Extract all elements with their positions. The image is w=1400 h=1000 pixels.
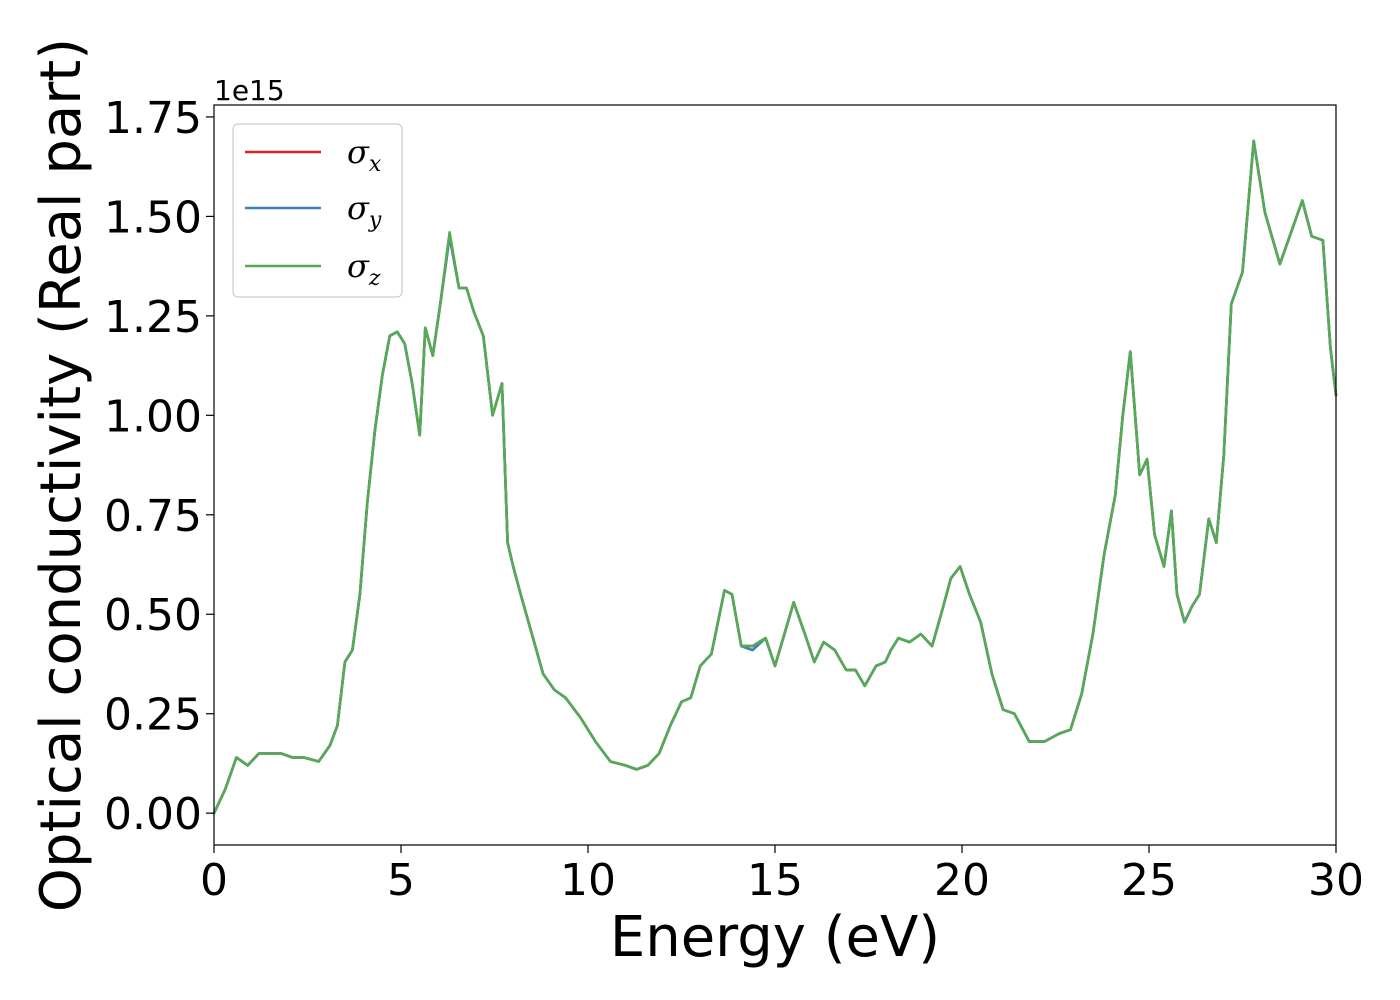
y-tick-label: 0.75 bbox=[104, 491, 202, 542]
x-axis: 0 5 10 15 20 25 30 bbox=[200, 845, 1364, 906]
y-tick-label: 1.00 bbox=[104, 391, 202, 442]
x-axis-title: Energy (eV) bbox=[610, 905, 940, 970]
y-tick-label: 1.75 bbox=[104, 93, 202, 144]
legend-label-2: σy bbox=[347, 189, 382, 233]
y-tick-label: 0.00 bbox=[104, 789, 202, 840]
y-offset-label: 1e15 bbox=[214, 74, 285, 107]
legend-box bbox=[232, 123, 403, 298]
x-tick-label: 30 bbox=[1308, 855, 1364, 906]
x-tick-label: 10 bbox=[560, 855, 616, 906]
x-tick-label: 25 bbox=[1121, 855, 1177, 906]
y-tick-label: 0.50 bbox=[104, 590, 202, 641]
y-tick-label: 0.25 bbox=[104, 690, 202, 741]
x-tick-label: 5 bbox=[387, 855, 415, 906]
x-tick-label: 20 bbox=[934, 855, 990, 906]
y-axis: 0.00 0.25 0.50 0.75 1.00 1.25 1.50 1.75 bbox=[104, 93, 214, 840]
series-layer bbox=[212, 139, 1338, 815]
y-tick-label: 1.25 bbox=[104, 292, 202, 343]
x-tick-label: 15 bbox=[747, 855, 803, 906]
series-line-3 bbox=[212, 139, 1338, 815]
y-tick-label: 1.50 bbox=[104, 192, 202, 243]
x-tick-label: 0 bbox=[200, 855, 228, 906]
y-axis-title: Optical conductivity (Real part) bbox=[29, 38, 94, 912]
